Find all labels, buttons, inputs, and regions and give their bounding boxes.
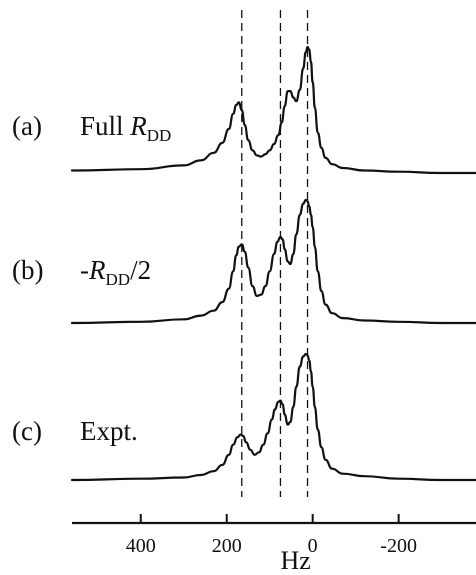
panel-title-3: Expt. [80,416,138,446]
panel-tag-2: (b) [12,255,43,285]
panel-title-prefix: Expt. [80,416,138,446]
panel-1: (a) Full RDD [12,47,476,173]
x-tick-label-1: 400 [126,535,156,557]
panel-title-2: -RDD/2 [80,255,151,289]
spectrum-trace-1 [72,47,476,173]
panel-2: (b) -RDD/2 [12,200,476,323]
panel-3: (c) Expt. [12,354,476,480]
panel-title-symbol: R [88,255,106,285]
panel-tag-3: (c) [12,416,42,446]
panel-tag-1: (a) [12,111,42,141]
x-axis: 4002000-200 Hz [72,514,476,575]
panel-title-prefix: Full [80,111,130,141]
panel-title-prefix: - [80,255,89,285]
x-axis-ticks: 4002000-200 [126,514,417,557]
panel-title-suffix: /2 [130,255,151,285]
panel-title-subscript: DD [106,270,131,289]
panel-title-symbol: R [129,111,147,141]
x-tick-label-2: 200 [212,535,242,557]
x-axis-title: Hz [281,546,311,575]
spectra-panels: (a)Full RDD(b)-RDD/2(c)Expt. [12,47,476,480]
panel-title-subscript: DD [147,126,172,145]
x-tick-label-4: -200 [380,535,417,557]
panel-title-1: Full RDD [80,111,171,145]
